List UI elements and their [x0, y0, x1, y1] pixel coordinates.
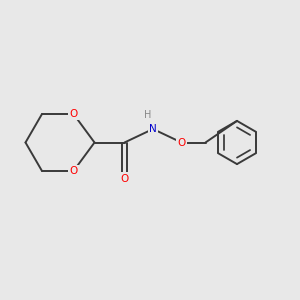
Text: O: O — [69, 109, 78, 119]
Text: O: O — [120, 173, 129, 184]
Text: H: H — [144, 110, 151, 120]
Text: O: O — [177, 137, 186, 148]
Text: O: O — [69, 166, 78, 176]
Text: N: N — [149, 124, 157, 134]
